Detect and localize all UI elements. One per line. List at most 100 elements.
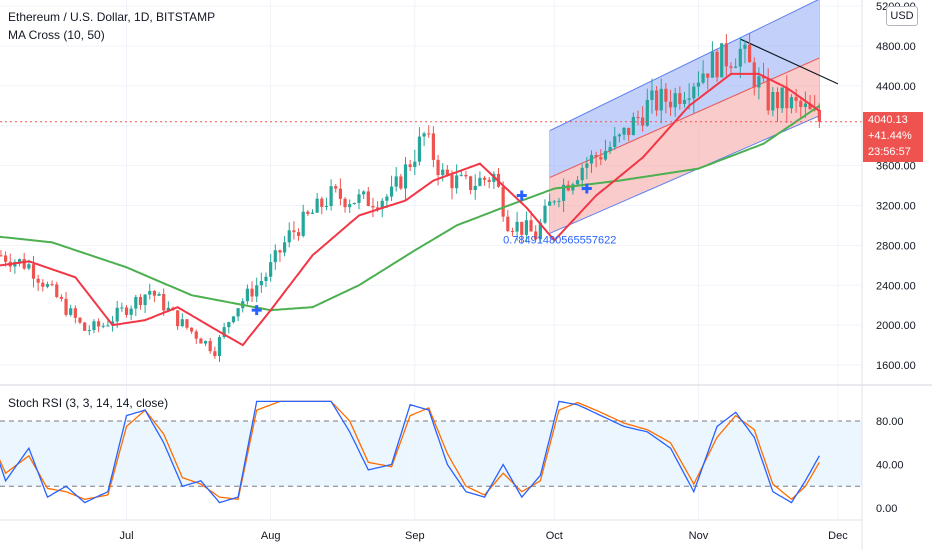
candle-body (269, 262, 273, 277)
candle-body (176, 310, 180, 327)
symbol-title: Ethereum / U.S. Dollar, 1D, BITSTAMP (8, 10, 216, 24)
candle-body (222, 327, 226, 337)
time-tick-label: Dec (828, 530, 848, 542)
bar-countdown: 23:56:57 (868, 146, 911, 158)
candle-body (729, 66, 733, 68)
candle-body (469, 176, 473, 191)
fib-level-label: 0.78491480565557622 (503, 234, 616, 246)
candle-body (134, 296, 138, 309)
ma-cross-markers (251, 183, 592, 316)
candle-body (450, 174, 454, 189)
price-tick-label: 4800.00 (876, 41, 916, 53)
candle-body (482, 177, 487, 180)
candle-body (348, 204, 352, 208)
ma-cross-marker (581, 183, 592, 194)
candle-body (631, 116, 635, 136)
time-axis[interactable]: Jul Aug Sep Oct Nov Dec (119, 530, 848, 542)
candle-body (715, 51, 719, 78)
candle-body (213, 351, 217, 357)
candle-body (264, 276, 268, 281)
candle-body (301, 211, 305, 236)
candle-body (668, 101, 673, 108)
price-tick-label: 2800.00 (876, 240, 916, 252)
candle-body (278, 250, 282, 253)
stoch-band-fill (0, 421, 862, 487)
candle-body (110, 321, 115, 326)
candle-body (59, 296, 63, 299)
candle-body (50, 284, 54, 286)
candle-body (603, 151, 608, 160)
candle-body (724, 43, 728, 67)
candle-body (678, 93, 682, 104)
candle-body (92, 321, 96, 331)
candle-body (389, 186, 394, 197)
price-tick-label: 2400.00 (876, 280, 916, 292)
candle-body (799, 100, 803, 108)
ma-cross-marker (251, 305, 262, 316)
stoch-k-line (0, 400, 820, 504)
candle-body (645, 99, 649, 126)
candle-body (622, 127, 626, 135)
candle-body (445, 169, 449, 175)
candle-body (83, 322, 87, 331)
candle-body (785, 87, 789, 109)
candle-body (459, 174, 463, 176)
candle-body (682, 99, 687, 104)
stoch-axis[interactable]: 0.00 40.00 80.00 (876, 416, 904, 515)
candle-body (650, 90, 654, 100)
candle-body (190, 327, 194, 332)
candle-body (524, 220, 528, 235)
candle-body (441, 169, 445, 176)
candle-body (627, 127, 631, 136)
candle-body (557, 200, 561, 202)
candle-body (334, 186, 338, 189)
candle-body (431, 133, 435, 160)
candle-body (543, 205, 547, 223)
last-price-value: 4040.13 (868, 114, 908, 126)
stoch-rsi-legend[interactable]: Stoch RSI (3, 3, 14, 14, close) (8, 396, 169, 410)
price-tick-label: 3200.00 (876, 201, 916, 213)
time-tick-label: Oct (546, 530, 563, 542)
candle-body (245, 288, 249, 302)
candle-body (659, 88, 663, 111)
candle-body (157, 293, 161, 296)
candle-body (548, 201, 552, 206)
candle-body (538, 222, 542, 240)
candle-body (687, 98, 691, 100)
moving-averages (0, 72, 820, 347)
candle-body (371, 205, 375, 208)
candle-body (217, 336, 222, 357)
candle-body (73, 308, 77, 318)
candle-body (362, 191, 366, 195)
candle-body (255, 285, 259, 297)
candle-body (403, 164, 408, 189)
stoch-d-line (0, 400, 820, 501)
candle-body (720, 43, 724, 78)
stoch-tick-label: 80.00 (876, 416, 904, 428)
candle-body (748, 44, 752, 63)
candle-body (673, 93, 677, 108)
candle-body (36, 278, 40, 283)
candle-body (283, 242, 287, 253)
candle-body (655, 90, 659, 111)
candle-body (320, 198, 324, 207)
candle-body (478, 177, 482, 186)
candle-body (31, 264, 36, 279)
candle-body (287, 230, 291, 243)
candle-body (310, 212, 315, 214)
candle-body (427, 133, 431, 135)
price-tick-label: 4400.00 (876, 81, 916, 93)
stoch-tick-label: 0.00 (876, 503, 897, 515)
channel-lower-zone (549, 57, 820, 234)
candle-body (529, 220, 533, 232)
candle-body (259, 280, 263, 286)
candle-body (343, 198, 347, 208)
candle-body (571, 184, 575, 191)
candle-body (231, 316, 236, 323)
currency-button[interactable]: USD (886, 6, 918, 26)
ma-cross-legend[interactable]: MA Cross (10, 50) (8, 28, 105, 42)
candle-body (515, 221, 519, 232)
price-tick-label: 2000.00 (876, 320, 916, 332)
candle-body (701, 73, 705, 83)
candle-body (575, 180, 580, 185)
